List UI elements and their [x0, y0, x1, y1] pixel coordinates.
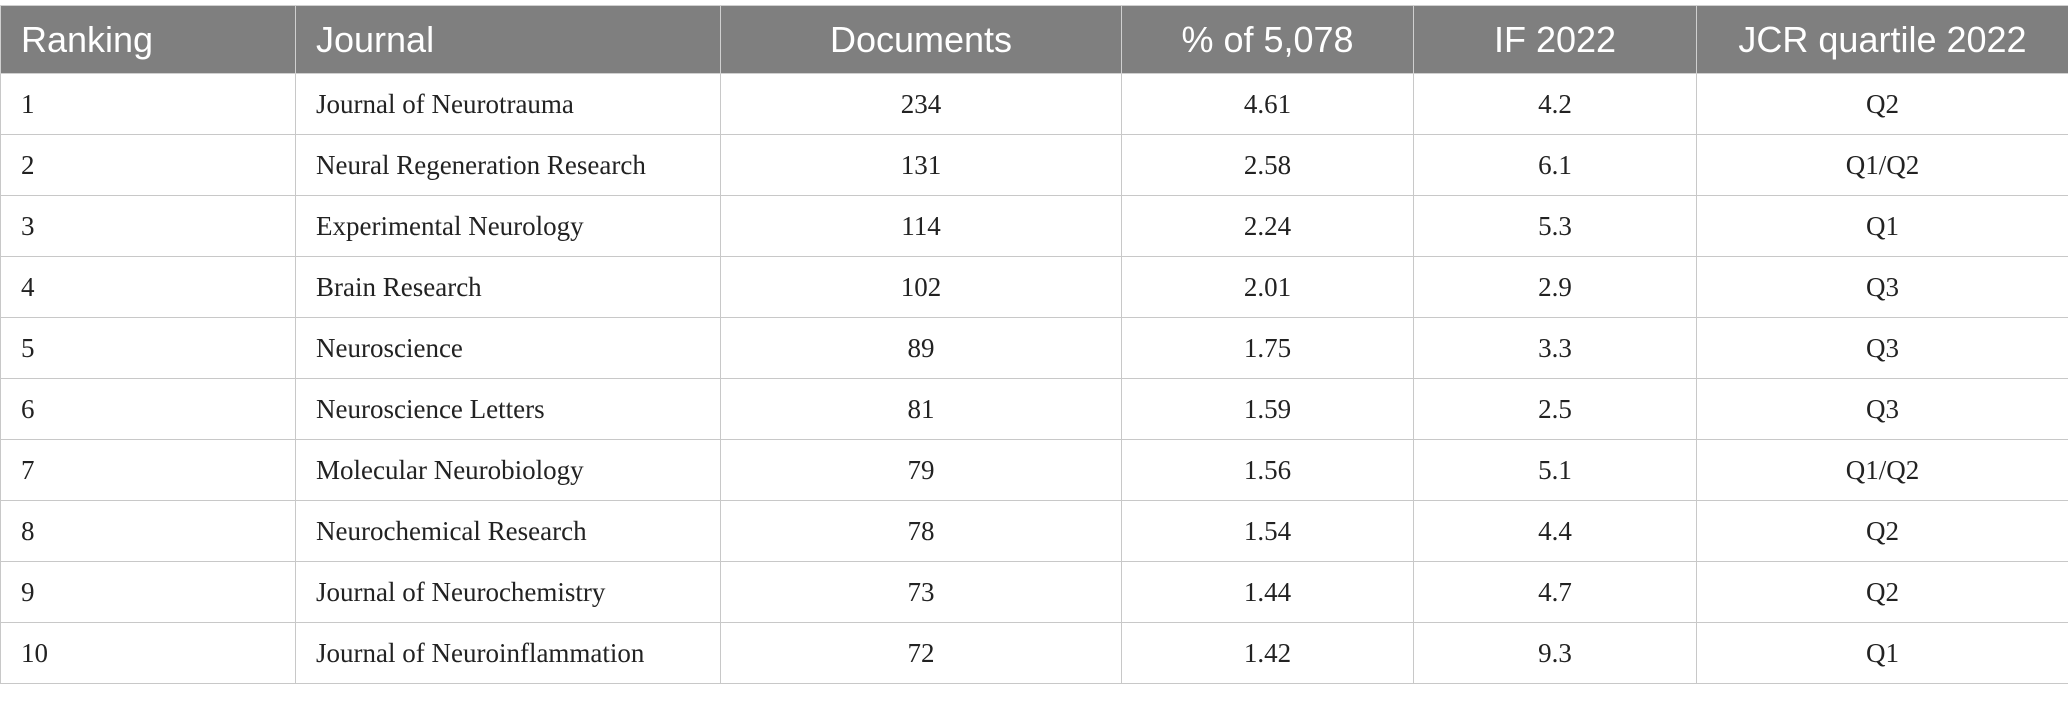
table-cell: 4.2 [1414, 74, 1697, 135]
table-cell: 5.1 [1414, 440, 1697, 501]
table-cell: Q2 [1697, 562, 2068, 623]
table-cell: Q1 [1697, 196, 2068, 257]
table-cell: 2.9 [1414, 257, 1697, 318]
table-cell: 4 [1, 257, 296, 318]
table-cell: Brain Research [296, 257, 721, 318]
table-cell: Journal of Neurotrauma [296, 74, 721, 135]
table-cell: 3 [1, 196, 296, 257]
table-cell: 4.7 [1414, 562, 1697, 623]
table-cell: 78 [721, 501, 1122, 562]
header-cell: IF 2022 [1414, 6, 1697, 74]
header-cell: Ranking [1, 6, 296, 74]
table-cell: Q2 [1697, 74, 2068, 135]
header-cell: % of 5,078 [1122, 6, 1414, 74]
table-cell: Molecular Neurobiology [296, 440, 721, 501]
table-cell: Q3 [1697, 257, 2068, 318]
table-cell: 1.42 [1122, 623, 1414, 684]
table-cell: 6.1 [1414, 135, 1697, 196]
table-cell: 1.56 [1122, 440, 1414, 501]
table-cell: 72 [721, 623, 1122, 684]
table-cell: 2 [1, 135, 296, 196]
table-cell: 1.59 [1122, 379, 1414, 440]
table-cell: Q2 [1697, 501, 2068, 562]
table-cell: 131 [721, 135, 1122, 196]
table-cell: 2.5 [1414, 379, 1697, 440]
table-cell: 2.01 [1122, 257, 1414, 318]
table-cell: Q3 [1697, 318, 2068, 379]
table-cell: 4.61 [1122, 74, 1414, 135]
table-cell: Q1 [1697, 623, 2068, 684]
header-cell: JCR quartile 2022 [1697, 6, 2068, 74]
table-cell: 1.54 [1122, 501, 1414, 562]
table-cell: 9 [1, 562, 296, 623]
table-cell: 1 [1, 74, 296, 135]
table-cell: Journal of Neuroinflammation [296, 623, 721, 684]
table-cell: Q1/Q2 [1697, 440, 2068, 501]
table-cell: 73 [721, 562, 1122, 623]
table-cell: 1.44 [1122, 562, 1414, 623]
table-cell: 10 [1, 623, 296, 684]
table-cell: 8 [1, 501, 296, 562]
table-cell: 3.3 [1414, 318, 1697, 379]
table-cell: 4.4 [1414, 501, 1697, 562]
table-cell: Neuroscience [296, 318, 721, 379]
table-cell: Q3 [1697, 379, 2068, 440]
table-cell: 114 [721, 196, 1122, 257]
table-cell: 9.3 [1414, 623, 1697, 684]
table-cell: Neurochemical Research [296, 501, 721, 562]
table-cell: 79 [721, 440, 1122, 501]
table-cell: Neuroscience Letters [296, 379, 721, 440]
table-cell: 81 [721, 379, 1122, 440]
table-cell: 102 [721, 257, 1122, 318]
table-cell: 5 [1, 318, 296, 379]
header-cell: Journal [296, 6, 721, 74]
table-cell: 1.75 [1122, 318, 1414, 379]
table-cell: 5.3 [1414, 196, 1697, 257]
table-cell: 234 [721, 74, 1122, 135]
table-cell: 7 [1, 440, 296, 501]
table-cell: Journal of Neurochemistry [296, 562, 721, 623]
table-cell: Neural Regeneration Research [296, 135, 721, 196]
header-cell: Documents [721, 6, 1122, 74]
table-cell: Experimental Neurology [296, 196, 721, 257]
table-cell: 89 [721, 318, 1122, 379]
table-cell: 2.24 [1122, 196, 1414, 257]
table-cell: Q1/Q2 [1697, 135, 2068, 196]
table-cell: 2.58 [1122, 135, 1414, 196]
table-cell: 6 [1, 379, 296, 440]
